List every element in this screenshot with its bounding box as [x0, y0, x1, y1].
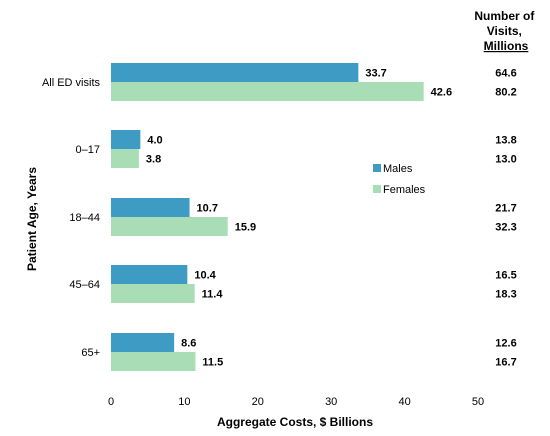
legend-label-females: Females: [383, 184, 426, 196]
visits-value-females: 18.3: [495, 289, 516, 301]
bar-males-3: [111, 265, 188, 284]
bar-value-label: 15.9: [235, 222, 256, 234]
bar-value-label: 3.8: [146, 154, 161, 166]
visits-value-males: 64.6: [495, 68, 516, 80]
category-label: 45–64: [69, 279, 100, 291]
category-labels: All ED visits 0–17 18–44 45–64 65+: [42, 77, 101, 359]
bar-value-label: 10.7: [197, 203, 218, 215]
legend-swatch-males: [373, 164, 381, 172]
bar-males-0: [111, 63, 359, 82]
visits-header-line-1: Number of: [474, 9, 535, 23]
category-label: All ED visits: [42, 77, 101, 89]
category-label: 0–17: [76, 144, 100, 156]
x-tick-label: 10: [178, 396, 190, 408]
visits-value-males: 12.6: [495, 338, 516, 350]
bar-value-label: 42.6: [431, 87, 452, 99]
legend-swatch-females: [373, 185, 381, 193]
bar-females-3: [111, 284, 195, 303]
x-tick-label: 0: [108, 396, 114, 408]
legend-label-males: Males: [383, 163, 413, 175]
bar-females-1: [111, 149, 139, 168]
visits-column: 64.6 80.2 13.8 13.0 21.7 32.3 16.5 18.3 12.6 16.7: [495, 68, 516, 369]
bar-value-label: 8.6: [181, 338, 196, 350]
x-axis-title: Aggregate Costs, $ Billions: [217, 415, 373, 429]
visits-column-header: Number of Visits, Millions: [474, 9, 537, 53]
visits-value-females: 80.2: [495, 87, 516, 99]
bar-value-label: 33.7: [365, 68, 386, 80]
y-axis-title: Patient Age, Years: [25, 167, 39, 271]
category-label: 65+: [81, 347, 100, 359]
visits-value-females: 13.0: [495, 154, 516, 166]
bar-females-2: [111, 217, 228, 236]
bars-group: 33.7 42.6 4.0 3.8 10.7 15.9 10.4 11.4 8.6 11.5: [111, 63, 452, 371]
legend: Males Females: [373, 163, 426, 196]
visits-header-line-2: Visits,: [487, 24, 522, 38]
visits-value-males: 21.7: [495, 203, 516, 215]
bar-males-2: [111, 198, 190, 217]
bar-males-1: [111, 130, 141, 149]
x-axis: 0 10 20 30 40 50: [108, 396, 484, 408]
bar-females-0: [111, 82, 424, 101]
x-tick-label: 20: [252, 396, 264, 408]
visits-value-males: 13.8: [495, 135, 516, 147]
visits-header-line-3: Millions: [484, 39, 529, 53]
visits-value-females: 32.3: [495, 222, 516, 234]
bar-value-label: 4.0: [147, 135, 162, 147]
visits-value-males: 16.5: [495, 270, 516, 282]
bar-value-label: 11.4: [202, 289, 224, 301]
visits-value-females: 16.7: [495, 357, 516, 369]
bar-value-label: 10.4: [194, 270, 216, 282]
bar-males-4: [111, 333, 175, 352]
x-tick-label: 40: [398, 396, 410, 408]
category-label: 18–44: [69, 212, 100, 224]
x-tick-label: 50: [472, 396, 484, 408]
bar-value-label: 11.5: [202, 357, 223, 369]
x-tick-label: 30: [325, 396, 337, 408]
bar-females-4: [111, 352, 196, 371]
